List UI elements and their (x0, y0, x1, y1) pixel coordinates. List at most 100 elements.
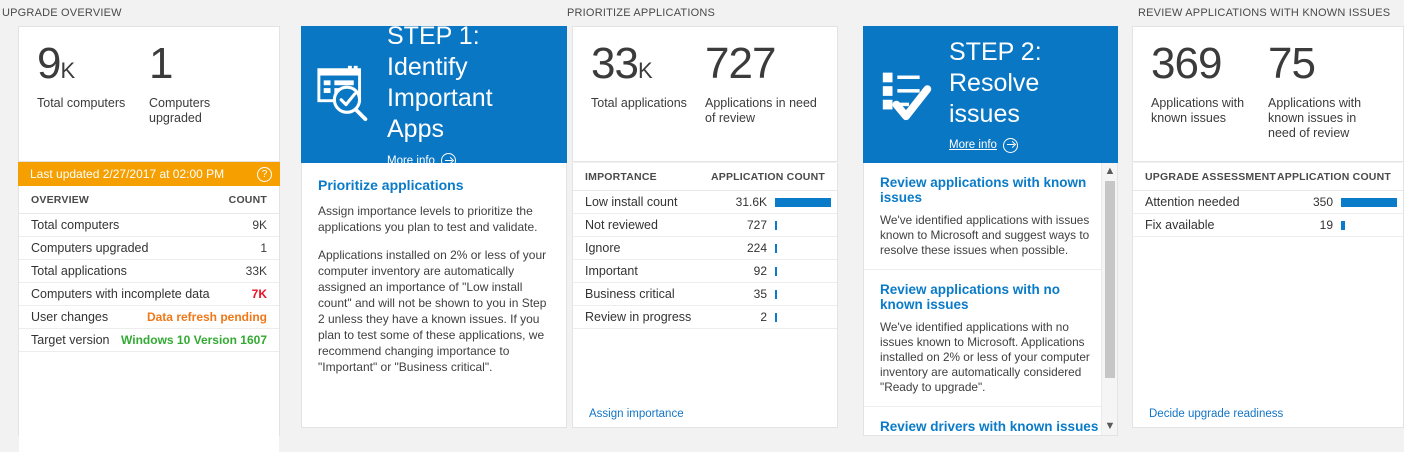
step1-tile[interactable]: STEP 1: Identify Important Apps More inf… (301, 22, 567, 168)
column-title-upgrade-overview: UPGRADE OVERVIEW (2, 7, 122, 19)
table-row[interactable]: Ignore 224 (573, 237, 837, 260)
list-item[interactable]: Review drivers with known issues We've i… (864, 407, 1117, 435)
kpi-computers-upgraded-value: 1 (149, 39, 174, 88)
column-review-applications: REVIEW APPLICATIONS WITH KNOWN ISSUES 36… (1132, 0, 1404, 436)
step2-tile[interactable]: STEP 2: Resolve issues More info (863, 26, 1118, 163)
row-label: Total applications (31, 264, 127, 278)
importance-table: IMPORTANCE APPLICATION COUNT Low install… (572, 163, 838, 428)
column-step1: STEP 1: Identify Important Apps More inf… (301, 0, 567, 436)
row-value: 7K (251, 287, 267, 301)
table-row[interactable]: Review in progress 2 (573, 306, 837, 329)
prioritize-info-paragraph-1: Assign importance levels to prioritize t… (318, 204, 538, 234)
list-item-heading: Review drivers with known issues (880, 419, 1099, 434)
table-row[interactable]: Business critical 35 (573, 283, 837, 306)
overview-table-col-name: OVERVIEW (31, 194, 90, 206)
scrollbar[interactable]: ▲ ▼ (1101, 163, 1117, 435)
row-bar (775, 197, 831, 207)
table-row[interactable]: User changes Data refresh pending (19, 306, 279, 329)
question-circle-icon[interactable]: ? (257, 166, 272, 182)
row-label: Low install count (585, 195, 678, 209)
row-bar (775, 243, 831, 253)
last-updated-bar: Last updated 2/27/2017 at 02:00 PM ? (18, 162, 280, 186)
row-value: 727 (746, 218, 767, 232)
list-item-heading: Review applications with known issues (880, 175, 1087, 205)
row-value: 224 (746, 241, 767, 255)
row-value: 33K (245, 264, 267, 278)
table-row[interactable]: Total computers 9K (19, 214, 279, 237)
step1-title: STEP 1: Identify Important Apps (387, 22, 493, 143)
table-search-check-icon (315, 61, 377, 128)
overview-table-filler (19, 352, 279, 452)
prioritize-info-heading: Prioritize applications (318, 177, 464, 193)
row-label: Computers upgraded (31, 241, 149, 255)
checklist-check-icon (877, 61, 939, 128)
arrow-right-circle-icon (1002, 137, 1018, 153)
row-label: Attention needed (1145, 195, 1240, 209)
row-value: 2 (760, 310, 767, 324)
importance-table-col-value: APPLICATION COUNT (710, 171, 825, 183)
column-prioritize-applications: PRIORITIZE APPLICATIONS 33K Total applic… (567, 0, 838, 436)
kpi-apps-known-issues-label: Applications with known issues (1151, 96, 1245, 125)
step1-text: STEP 1: Identify Important Apps More inf… (387, 21, 553, 168)
kpi-apps-known-issues-value: 369 (1151, 39, 1222, 88)
table-row[interactable]: Computers with incomplete data 7K (19, 283, 279, 306)
upgrade-assessment-table: UPGRADE ASSESSMENT APPLICATION COUNT Att… (1132, 163, 1404, 428)
table-row[interactable]: Fix available 19 (1133, 214, 1403, 237)
assign-importance-link[interactable]: Assign importance (589, 408, 684, 420)
table-row[interactable]: Not reviewed 727 (573, 214, 837, 237)
column-step2: STEP 2: Resolve issues More info Review … (863, 0, 1118, 436)
dashboard: UPGRADE OVERVIEW 9K Total computers 1 Co… (0, 0, 1404, 436)
column-upgrade-overview: UPGRADE OVERVIEW 9K Total computers 1 Co… (0, 0, 281, 452)
kpi-apps-need-review-label: Applications in need of review (705, 96, 817, 125)
row-value: 92 (753, 264, 767, 278)
prioritize-info-panel: Prioritize applications Assign importanc… (301, 163, 567, 428)
kpi-apps-known-issues: 369 Applications with known issues (1151, 41, 1268, 161)
kpi-apps-known-issues-need-review-value: 75 (1268, 39, 1316, 88)
scrollbar-thumb[interactable] (1105, 181, 1115, 378)
row-value: Data refresh pending (146, 310, 267, 324)
row-value: 31.6K (735, 195, 767, 209)
importance-table-col-name: IMPORTANCE (585, 171, 657, 183)
chevron-down-icon[interactable]: ▼ (1104, 420, 1116, 432)
overview-table-col-value: COUNT (228, 194, 267, 206)
importance-table-header: IMPORTANCE APPLICATION COUNT (573, 163, 837, 191)
list-item[interactable]: Review applications with no known issues… (864, 270, 1117, 407)
row-label: Computers with incomplete data (31, 287, 210, 301)
table-row[interactable]: Computers upgraded 1 (19, 237, 279, 260)
kpi-apps-known-issues-need-review-label: Applications with known issues in need o… (1268, 96, 1362, 140)
row-label: Target version (31, 333, 110, 347)
last-updated-text: Last updated 2/27/2017 at 02:00 PM (30, 167, 225, 181)
table-row[interactable]: Low install count 31.6K (573, 191, 837, 214)
step2-more-info-link[interactable]: More info (949, 137, 1104, 153)
upgrade-assessment-col-value: APPLICATION COUNT (1276, 171, 1391, 183)
kpi-total-computers-label: Total computers (37, 96, 126, 110)
table-row[interactable]: Target version Windows 10 Version 1607 (19, 329, 279, 352)
column-title-prioritize-applications: PRIORITIZE APPLICATIONS (567, 7, 716, 19)
row-label: Not reviewed (585, 218, 658, 232)
row-label: Total computers (31, 218, 120, 232)
row-value: 19 (1319, 218, 1333, 232)
step2-text: STEP 2: Resolve issues More info (949, 37, 1104, 153)
row-bar (775, 289, 831, 299)
table-row[interactable]: Attention needed 350 (1133, 191, 1403, 214)
list-item-text: We've identified applications with no is… (880, 320, 1090, 394)
row-bar (775, 312, 831, 322)
row-value: Windows 10 Version 1607 (121, 333, 267, 347)
row-value: 1 (260, 241, 267, 255)
overview-table: OVERVIEW COUNT Total computers 9K Comput… (18, 186, 280, 452)
kpi-total-computers: 9K Total computers (37, 41, 149, 161)
table-row[interactable]: Important 92 (573, 260, 837, 283)
kpi-apps-known-issues-need-review: 75 Applications with known issues in nee… (1268, 41, 1385, 161)
row-bar (775, 266, 831, 276)
list-item[interactable]: Review applications with known issues We… (864, 163, 1117, 270)
prioritize-info-paragraph-2: Applications installed on 2% or less of … (318, 248, 547, 374)
kpi-apps-need-review-value: 727 (705, 39, 776, 88)
row-label: Business critical (585, 287, 675, 301)
row-value: 35 (753, 287, 767, 301)
prioritize-kpi-card: 33K Total applications 727 Applications … (572, 26, 838, 162)
chevron-up-icon[interactable]: ▲ (1104, 165, 1116, 177)
table-row[interactable]: Total applications 33K (19, 260, 279, 283)
decide-upgrade-readiness-link[interactable]: Decide upgrade readiness (1149, 408, 1284, 420)
step2-more-info-label: More info (949, 139, 997, 151)
row-value: 9K (252, 218, 267, 232)
